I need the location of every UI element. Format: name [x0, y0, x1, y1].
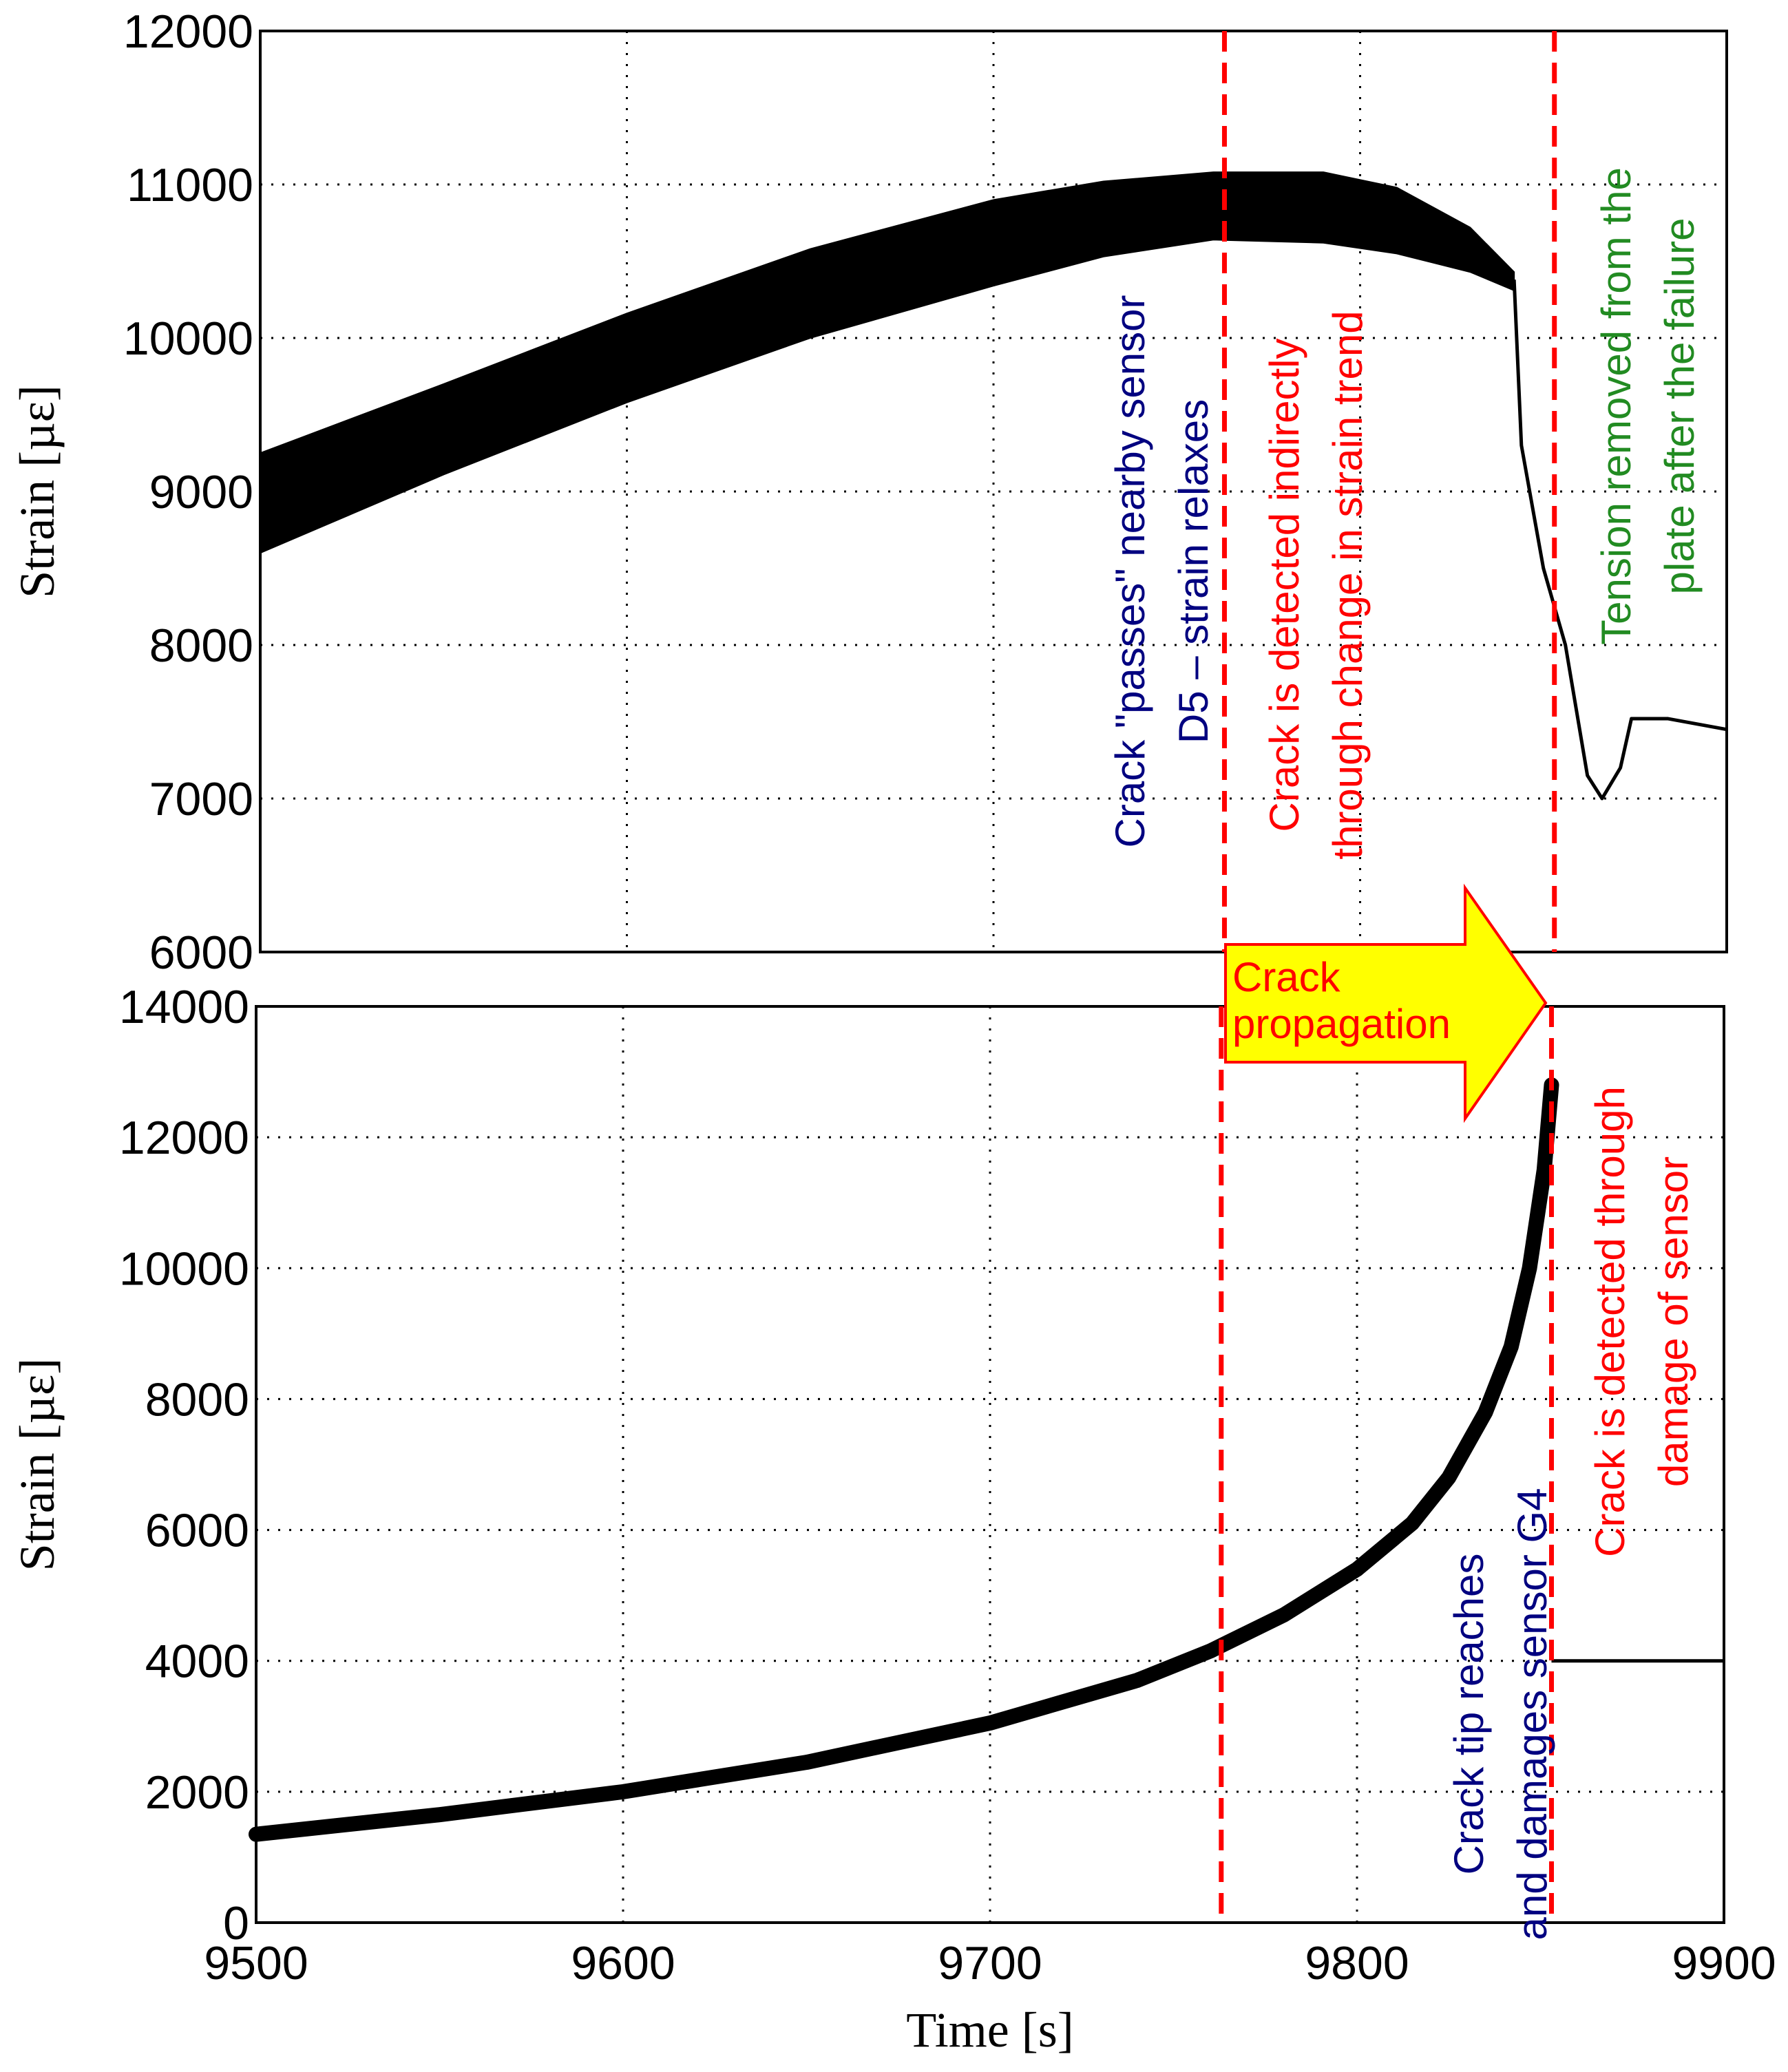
plot-frame	[255, 1005, 1725, 1924]
y-tick-label: 10000	[123, 313, 253, 365]
y-tick-label: 11000	[127, 159, 253, 211]
annotation-line: plate after the failure	[1656, 218, 1703, 594]
y-tick-label: 9000	[149, 466, 253, 518]
x-tick-label: 9500	[204, 1937, 308, 1989]
y-tick-label: 12000	[123, 6, 253, 58]
annotation-line: Crack tip reaches	[1446, 1554, 1492, 1875]
strain-line	[1512, 279, 1727, 801]
annotation: Crack is detected through damage of senso…	[1587, 1086, 1696, 1557]
y-tick-label: 12000	[119, 1112, 249, 1164]
y-tick-label: 7000	[149, 773, 253, 825]
x-tick-label: 9900	[1672, 1937, 1776, 1989]
annotation: Crack is detected indirectly through chan…	[1261, 310, 1371, 859]
plot-frame	[259, 30, 1728, 953]
annotation-line: Crack is detected through	[1587, 1086, 1633, 1557]
annotation: Tension removed from the plate after the …	[1593, 167, 1703, 645]
annotation-line: through change in strain trend	[1325, 310, 1371, 859]
annotation: Crack "passes" nearby sensor D5 – strain …	[1107, 295, 1217, 848]
y-tick-label: 2000	[145, 1766, 249, 1819]
annotation-line: Crack "passes" nearby sensor	[1107, 295, 1153, 848]
y-axis-title: Strain [µε]	[10, 385, 65, 598]
x-tick-label: 9600	[571, 1937, 675, 1989]
y-tick-label: 6000	[145, 1505, 249, 1557]
y-tick-label: 14000	[119, 981, 249, 1033]
y-axis-title: Strain [µε]	[10, 1358, 65, 1572]
y-tick-label: 8000	[145, 1373, 249, 1426]
annotation-line: D5 – strain relaxes	[1170, 399, 1217, 743]
y-tick-label: 4000	[145, 1636, 249, 1688]
annotation-line: and damages sensor G4	[1509, 1488, 1555, 1940]
arrow-label-line: Crack	[1232, 954, 1341, 1000]
annotation-line: damage of sensor	[1650, 1156, 1696, 1487]
y-tick-label: 8000	[149, 620, 253, 672]
strain-curve-tail	[1482, 1084, 1555, 1414]
arrow-label-line: propagation	[1232, 1001, 1451, 1047]
x-tick-label: 9700	[938, 1937, 1042, 1989]
annotation-line: Crack is detected indirectly	[1261, 339, 1307, 832]
top-chart-panel: 6000 7000 8000 9000 10000 11000 12000 Strain [µ…	[10, 6, 1728, 979]
annotation: Crack tip reaches and damages sensor G4	[1446, 1488, 1555, 1940]
x-tick-label: 9800	[1305, 1937, 1409, 1989]
y-tick-label: 0	[223, 1897, 249, 1949]
y-tick-label: 6000	[149, 927, 253, 979]
annotation-line: Tension removed from the	[1593, 167, 1639, 645]
x-axis-title: Time [s]	[906, 2002, 1073, 2058]
arrow-shape	[1224, 883, 1548, 1123]
y-tick-label: 10000	[119, 1243, 249, 1295]
bottom-chart-panel: 0 2000 4000 6000 8000 10000 12000 14000 9500 9600…	[10, 981, 1776, 2058]
